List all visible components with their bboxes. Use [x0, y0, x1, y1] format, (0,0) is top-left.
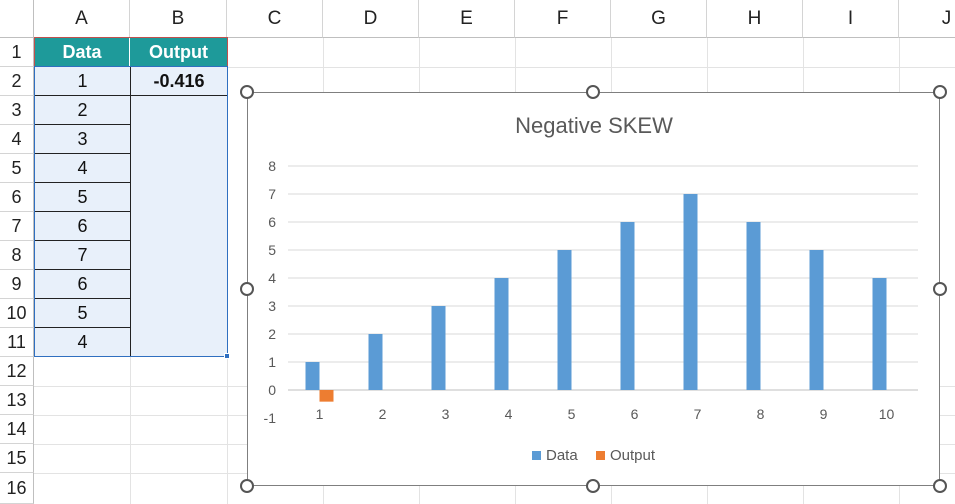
- x-tick-label: 8: [757, 406, 765, 422]
- row-header-2[interactable]: 2: [0, 67, 34, 96]
- row-header-10[interactable]: 10: [0, 299, 34, 328]
- cell-a11[interactable]: 4: [77, 331, 88, 352]
- fill-handle[interactable]: [224, 353, 230, 359]
- y-tick-label: 5: [268, 242, 276, 258]
- column-b-range-divider: [130, 67, 131, 357]
- bar-data: [683, 194, 698, 390]
- x-tick-label: 2: [379, 406, 387, 422]
- cell-a2[interactable]: 1: [35, 67, 130, 96]
- column-header-a[interactable]: A: [34, 0, 130, 38]
- gridline: [130, 357, 131, 504]
- row-header-4[interactable]: 4: [0, 125, 34, 154]
- bar-output: [319, 390, 334, 402]
- bar-data: [368, 334, 383, 390]
- x-tick-label: 4: [505, 406, 513, 422]
- x-tick-label: 5: [568, 406, 576, 422]
- column-header-e[interactable]: E: [419, 0, 515, 38]
- y-tick-label: 4: [268, 270, 276, 286]
- legend-swatch-data: [532, 451, 541, 460]
- cell-a1-data-header[interactable]: Data: [35, 38, 130, 66]
- cell-b1-output-header[interactable]: Output: [130, 38, 227, 66]
- cell-b2-output[interactable]: -0.416: [131, 67, 227, 96]
- bar-data: [746, 222, 761, 390]
- y-tick-label: 3: [268, 298, 276, 314]
- cell-a6[interactable]: 5: [35, 183, 130, 212]
- gridline: [227, 357, 228, 504]
- gridline: [34, 67, 955, 68]
- column-header-c[interactable]: C: [227, 0, 323, 38]
- chart-title: Negative SKEW: [515, 113, 673, 138]
- column-header-i[interactable]: I: [803, 0, 899, 38]
- cell-a7[interactable]: 6: [35, 212, 130, 241]
- row-header-3[interactable]: 3: [0, 96, 34, 125]
- x-tick-label: 7: [694, 406, 702, 422]
- legend-label-data: Data: [546, 447, 578, 464]
- column-header-j[interactable]: J: [899, 0, 955, 38]
- y-tick-label: -1: [264, 410, 277, 426]
- bar-data: [872, 278, 887, 390]
- legend-label-output: Output: [610, 447, 656, 464]
- legend-swatch-output: [596, 451, 605, 460]
- bar-data: [431, 306, 446, 390]
- row-header-5[interactable]: 5: [0, 154, 34, 183]
- resize-handle-top-right[interactable]: [933, 85, 947, 99]
- bar-data: [494, 278, 509, 390]
- y-tick-label: 1: [268, 354, 276, 370]
- column-header-d[interactable]: D: [323, 0, 419, 38]
- row-header-12[interactable]: 12: [0, 357, 34, 386]
- y-tick-label: 8: [268, 158, 276, 174]
- x-tick-label: 9: [820, 406, 828, 422]
- bar-chart: Negative SKEW -1 0 1 2 3 4 5 6 7 8 1 2 3 4 5 6 7 8 9 10 Da…: [264, 113, 918, 464]
- row-header-6[interactable]: 6: [0, 183, 34, 212]
- row-header-13[interactable]: 13: [0, 386, 34, 415]
- cell-a8[interactable]: 7: [35, 241, 130, 270]
- cell-a10[interactable]: 5: [35, 299, 130, 328]
- row-header-1[interactable]: 1: [0, 38, 34, 67]
- x-tick-label: 10: [879, 406, 895, 422]
- y-tick-label: 0: [268, 382, 276, 398]
- x-tick-label: 1: [316, 406, 324, 422]
- row-header-8[interactable]: 8: [0, 241, 34, 270]
- chart-object[interactable]: Negative SKEW -1 0 1 2 3 4 5 6 7 8 1 2 3 4 5 6 7 8 9 10 Da…: [247, 92, 940, 486]
- x-tick-label: 6: [631, 406, 639, 422]
- row-header-14[interactable]: 14: [0, 415, 34, 444]
- bar-data: [305, 362, 320, 390]
- row-header-15[interactable]: 15: [0, 444, 34, 473]
- x-tick-label: 3: [442, 406, 450, 422]
- resize-handle-bottom[interactable]: [586, 479, 600, 493]
- row-header-16[interactable]: 16: [0, 473, 34, 504]
- cell-a4[interactable]: 3: [35, 125, 130, 154]
- row-header-11[interactable]: 11: [0, 328, 34, 357]
- cell-a5[interactable]: 4: [35, 154, 130, 183]
- bar-data: [620, 222, 635, 390]
- resize-handle-top-left[interactable]: [240, 85, 254, 99]
- resize-handle-bottom-right[interactable]: [933, 479, 947, 493]
- row-header-9[interactable]: 9: [0, 270, 34, 299]
- y-tick-label: 7: [268, 186, 276, 202]
- cell-a3[interactable]: 2: [35, 96, 130, 125]
- select-all-corner[interactable]: [0, 0, 34, 38]
- column-header-h[interactable]: H: [707, 0, 803, 38]
- column-header-g[interactable]: G: [611, 0, 707, 38]
- resize-handle-top[interactable]: [586, 85, 600, 99]
- y-tick-label: 2: [268, 326, 276, 342]
- resize-handle-right[interactable]: [933, 282, 947, 296]
- row-header-7[interactable]: 7: [0, 212, 34, 241]
- bar-data: [809, 250, 824, 390]
- cell-a9[interactable]: 6: [35, 270, 130, 299]
- resize-handle-bottom-left[interactable]: [240, 479, 254, 493]
- column-header-f[interactable]: F: [515, 0, 611, 38]
- column-header-b[interactable]: B: [130, 0, 227, 38]
- bar-data: [557, 250, 572, 390]
- resize-handle-left[interactable]: [240, 282, 254, 296]
- y-tick-label: 6: [268, 214, 276, 230]
- data-range-fill: [35, 67, 227, 357]
